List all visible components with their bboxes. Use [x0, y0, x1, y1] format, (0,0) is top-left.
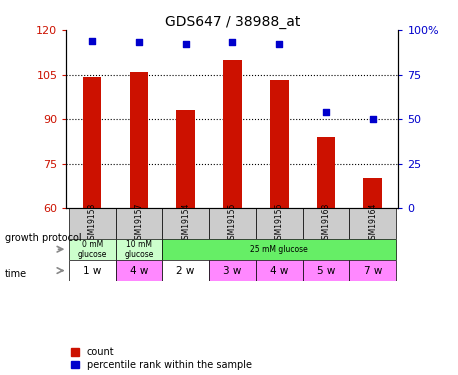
Bar — [69, 260, 115, 281]
Bar — [256, 260, 303, 281]
Text: GSM19153: GSM19153 — [87, 202, 97, 244]
Bar — [316, 137, 335, 208]
Text: GSM19157: GSM19157 — [134, 202, 143, 244]
Bar — [223, 60, 242, 208]
Text: 0 mM
glucose: 0 mM glucose — [77, 240, 107, 259]
Bar — [303, 208, 349, 238]
Text: 3 w: 3 w — [223, 266, 242, 276]
Text: 2 w: 2 w — [176, 266, 195, 276]
Text: GSM19164: GSM19164 — [368, 202, 377, 244]
Bar — [162, 238, 396, 260]
Text: 4 w: 4 w — [270, 266, 289, 276]
Legend: count, percentile rank within the sample: count, percentile rank within the sample — [71, 347, 252, 370]
Text: GSM19163: GSM19163 — [322, 202, 331, 244]
Text: GSM19154: GSM19154 — [181, 202, 190, 244]
Bar — [209, 260, 256, 281]
Bar — [363, 178, 382, 208]
Bar — [176, 110, 195, 208]
Title: GDS647 / 38988_at: GDS647 / 38988_at — [165, 15, 300, 29]
Text: 5 w: 5 w — [317, 266, 335, 276]
Text: 7 w: 7 w — [364, 266, 382, 276]
Point — [369, 116, 376, 122]
Bar — [162, 260, 209, 281]
Bar — [209, 208, 256, 238]
Bar — [115, 208, 162, 238]
Point — [88, 38, 96, 44]
Bar — [349, 208, 396, 238]
Bar — [115, 238, 162, 260]
Bar — [303, 260, 349, 281]
Text: GSM19156: GSM19156 — [275, 202, 284, 244]
Bar — [69, 238, 115, 260]
Point — [182, 41, 189, 47]
Bar — [270, 80, 289, 208]
Text: growth protocol: growth protocol — [5, 233, 81, 243]
Bar — [256, 208, 303, 238]
Text: time: time — [5, 269, 27, 279]
Text: GSM19155: GSM19155 — [228, 202, 237, 244]
Bar — [130, 72, 148, 208]
Bar — [69, 208, 115, 238]
Bar — [115, 260, 162, 281]
Text: 1 w: 1 w — [83, 266, 101, 276]
Text: 25 mM glucose: 25 mM glucose — [251, 245, 308, 254]
Point — [229, 39, 236, 45]
Point — [135, 39, 142, 45]
Point — [276, 41, 283, 47]
Text: 10 mM
glucose: 10 mM glucose — [124, 240, 153, 259]
Bar — [83, 78, 102, 208]
Text: 4 w: 4 w — [130, 266, 148, 276]
Bar — [162, 208, 209, 238]
Bar — [349, 260, 396, 281]
Point — [322, 109, 330, 115]
